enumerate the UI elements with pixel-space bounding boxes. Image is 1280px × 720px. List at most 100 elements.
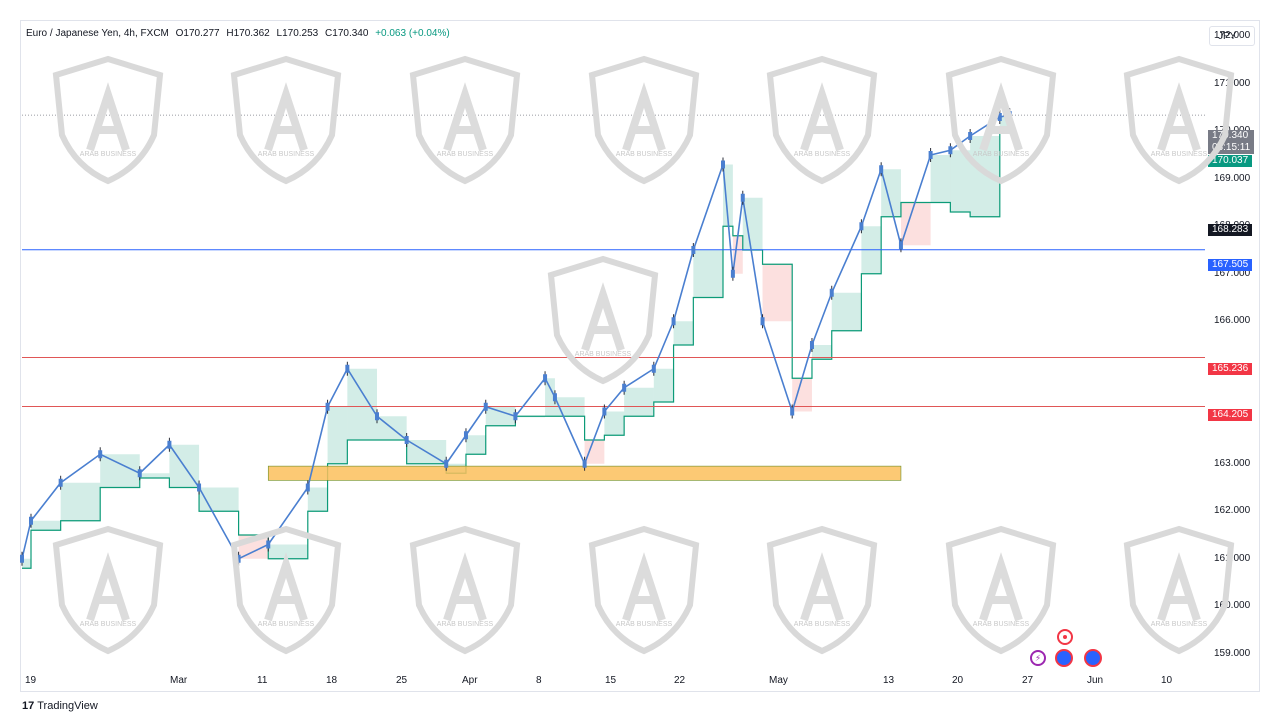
watermark-text: ARAB BUSINESS <box>1150 151 1208 158</box>
watermark-logo: ARAB BUSINESS <box>407 525 523 655</box>
price-candle-body-31 <box>809 341 814 349</box>
trail-fill-32 <box>831 292 862 331</box>
watermark-text: ARAB BUSINESS <box>793 621 851 628</box>
price-candle-body-34 <box>879 165 884 174</box>
price-candle-body-25 <box>691 246 696 254</box>
flash-icon[interactable]: ⚡ <box>1030 650 1046 666</box>
watermark-text: ARAB BUSINESS <box>79 621 137 628</box>
price-candle-body-16 <box>483 402 488 411</box>
watermark-logo: ARAB BUSINESS <box>1121 55 1237 185</box>
trail-fill-26 <box>723 164 733 227</box>
watermark-logo: ARAB BUSINESS <box>586 525 702 655</box>
black-price-tag: 168.283 <box>1208 224 1253 236</box>
price-candle-body-28 <box>740 193 745 202</box>
x-tick-12: 27 <box>1022 675 1034 686</box>
trail-fill-28 <box>742 197 763 250</box>
price-candle-body-24 <box>671 317 676 326</box>
watermark-text: ARAB BUSINESS <box>574 351 632 358</box>
watermark-text: ARAB BUSINESS <box>972 151 1030 158</box>
trail-fill-31 <box>811 345 832 360</box>
currency-button[interactable]: JPY <box>1209 26 1255 46</box>
tradingview-name: TradingView <box>37 700 98 712</box>
price-candle-body-36 <box>928 151 933 159</box>
target-icon[interactable] <box>1057 629 1073 645</box>
price-candle-body-2 <box>58 478 63 487</box>
price-candle-body-7 <box>236 554 241 563</box>
tradingview-logo: 17 <box>22 700 35 712</box>
price-candle-body-30 <box>790 407 795 416</box>
price-candle-body-1 <box>29 516 33 525</box>
chart-frame <box>20 20 1260 692</box>
trail-fill-20 <box>584 440 605 464</box>
high-value: H170.362 <box>226 28 270 39</box>
x-tick-11: 20 <box>952 675 964 686</box>
trail-fill-29 <box>762 264 793 322</box>
x-tick-8: 22 <box>674 675 686 686</box>
y-tick-6: 166.000 <box>1214 315 1251 327</box>
price-candle-body-38 <box>968 132 973 140</box>
price-candle-body-19 <box>552 393 557 402</box>
watermark-text: ARAB BUSINESS <box>972 621 1030 628</box>
y-tick-13: 159.000 <box>1214 647 1251 659</box>
trail-fill-9 <box>307 487 328 512</box>
red-upper-level-tag: 165.236 <box>1208 363 1253 375</box>
watermark-text: ARAB BUSINESS <box>257 151 315 158</box>
trail-fill-2 <box>60 482 101 521</box>
current-price-label: 170.340 <box>1212 130 1249 141</box>
watermark-logo: ARAB BUSINESS <box>764 55 880 185</box>
x-tick-1: Mar <box>170 675 188 686</box>
symbol-header: Euro / Japanese Yen, 4h, FXCM O170.277 H… <box>26 28 454 39</box>
watermark-logo: ARAB BUSINESS <box>586 55 702 185</box>
x-tick-2: 11 <box>257 675 268 686</box>
close-value: C170.340 <box>325 28 369 39</box>
price-candle-body-27 <box>730 269 735 278</box>
watermark-logo: ARAB BUSINESS <box>943 525 1059 655</box>
price-candle-body-8 <box>266 540 271 549</box>
red-lower-level-tag: 164.205 <box>1208 409 1253 421</box>
price-candle-body-18 <box>543 374 548 383</box>
x-tick-5: Apr <box>462 675 478 686</box>
trail-fill-0 <box>22 558 31 569</box>
price-candle-body-11 <box>345 364 350 373</box>
symbol-name[interactable]: Euro / Japanese Yen, 4h, FXCM <box>26 28 169 39</box>
y-tick-10: 162.000 <box>1214 505 1251 517</box>
watermark-text: ARAB BUSINESS <box>436 151 494 158</box>
x-tick-3: 18 <box>326 675 338 686</box>
trailing-stop-line <box>22 129 1011 569</box>
event-icon[interactable] <box>1055 649 1073 667</box>
watermark-text: ARAB BUSINESS <box>79 151 137 158</box>
price-candle-body-29 <box>760 317 765 326</box>
trail-fill-36 <box>930 155 951 203</box>
target-icon-dot <box>1063 635 1067 639</box>
watermark-logo: ARAB BUSINESS <box>228 55 344 185</box>
trail-fill-23 <box>653 368 674 402</box>
watermark-logo: ARAB BUSINESS <box>50 55 166 185</box>
trail-fill-39 <box>999 117 1010 132</box>
watermark-logo: ARAB BUSINESS <box>407 55 523 185</box>
watermark-logo: ARAB BUSINESS <box>764 525 880 655</box>
y-tick-12: 160.000 <box>1214 600 1251 612</box>
price-candle-body-10 <box>325 402 330 411</box>
change-value: +0.063 (+0.04%) <box>375 28 450 39</box>
x-tick-6: 8 <box>536 675 542 686</box>
trail-fill-34 <box>881 169 901 217</box>
price-candle-body-20 <box>582 459 587 468</box>
trail-fill-24 <box>673 321 694 345</box>
trail-price-tag: 170.037 <box>1208 155 1253 167</box>
watermark-logo: ARAB BUSINESS <box>1121 525 1237 655</box>
trail-fill-30 <box>792 378 812 412</box>
event-icon-2[interactable] <box>1084 649 1102 667</box>
trail-fill-15 <box>465 435 486 455</box>
price-candle-body-13 <box>404 436 409 444</box>
price-candle-body-26 <box>721 160 725 169</box>
price-candle-body-21 <box>602 407 607 416</box>
watermark-logo: ARAB BUSINESS <box>545 255 661 385</box>
trail-fill-8 <box>268 544 308 559</box>
trail-fill-25 <box>693 250 723 298</box>
watermark-text: ARAB BUSINESS <box>615 621 673 628</box>
trail-fill-4 <box>139 473 170 478</box>
trail-fill-35 <box>900 202 931 246</box>
tradingview-brand[interactable]: 17 TradingView <box>22 700 98 712</box>
trail-fill-18 <box>545 378 555 417</box>
